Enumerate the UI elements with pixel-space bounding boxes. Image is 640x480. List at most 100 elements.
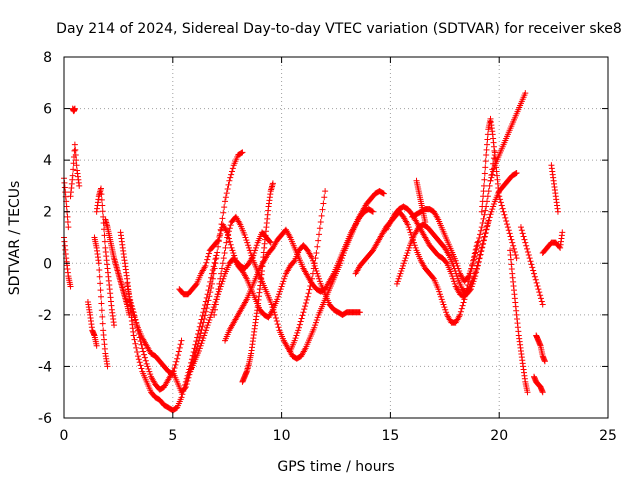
data-point [200, 319, 207, 326]
data-point [225, 228, 232, 235]
data-point [272, 311, 279, 318]
data-point [476, 255, 483, 262]
data-point [199, 337, 206, 344]
series-t11 [126, 296, 185, 378]
data-point [99, 313, 106, 320]
series-t1 [61, 234, 74, 290]
data-point [176, 344, 183, 351]
data-point [227, 174, 234, 181]
data-point [301, 306, 308, 313]
data-point [71, 141, 78, 148]
data-point [268, 301, 275, 308]
data-point [498, 202, 505, 209]
data-point [442, 306, 449, 313]
data-point [317, 219, 324, 226]
data-point [219, 260, 226, 267]
data-point [307, 282, 314, 289]
data-point [394, 278, 401, 285]
x-tick-label: 20 [490, 428, 508, 444]
data-point [393, 280, 400, 287]
data-point [206, 317, 213, 324]
y-tick-label: 0 [43, 256, 52, 272]
data-point [192, 281, 199, 288]
data-point [201, 305, 208, 312]
y-tick-label: 8 [43, 50, 52, 66]
data-point [441, 304, 448, 311]
data-point [266, 238, 273, 245]
y-tick-label: -6 [38, 411, 52, 427]
data-point [203, 324, 210, 331]
data-point [267, 239, 274, 246]
data-point [211, 265, 218, 272]
data-point [490, 200, 497, 207]
data-point [522, 90, 529, 97]
data-point [435, 286, 442, 293]
series-t23 [478, 115, 520, 262]
data-point [506, 230, 513, 237]
data-point [404, 249, 411, 256]
data-point [253, 242, 260, 249]
data-point [312, 319, 319, 326]
data-point [215, 286, 222, 293]
data-point [128, 302, 135, 309]
data-point [316, 231, 323, 238]
data-point [226, 177, 233, 184]
series-t18 [352, 208, 481, 326]
data-point [224, 234, 231, 241]
data-point [215, 237, 222, 244]
y-tick-label: 6 [43, 102, 52, 118]
data-point [134, 353, 141, 360]
data-point [480, 237, 487, 244]
data-point [534, 282, 541, 289]
data-point [269, 304, 276, 311]
data-point [406, 244, 413, 251]
data-point [477, 231, 484, 238]
data-point [95, 260, 102, 267]
data-point [396, 273, 403, 280]
data-point [129, 308, 136, 315]
data-point [319, 206, 326, 213]
data-point [228, 244, 235, 251]
data-point [451, 280, 458, 287]
data-point [64, 219, 71, 226]
data-point [507, 233, 514, 240]
data-point [274, 321, 281, 328]
data-point [147, 371, 154, 378]
data-point [316, 225, 323, 232]
series-t3 [69, 105, 78, 115]
data-point [220, 255, 227, 262]
data-point [524, 389, 531, 396]
data-point [296, 321, 303, 328]
data-point [201, 332, 208, 339]
data-point [304, 293, 311, 300]
data-point [397, 270, 404, 277]
y-tick-label: -4 [38, 359, 52, 375]
data-point [244, 239, 251, 246]
data-point [470, 256, 477, 263]
data-point [458, 305, 465, 312]
data-point [72, 151, 79, 158]
series-t15 [222, 206, 376, 344]
data-point [198, 326, 205, 333]
data-point [247, 249, 254, 256]
data-point [211, 311, 218, 318]
data-point [300, 309, 307, 316]
data-point [468, 283, 475, 290]
data-point [278, 283, 285, 290]
data-point [132, 317, 139, 324]
data-point [269, 180, 276, 187]
data-point [533, 279, 540, 286]
data-point [133, 319, 140, 326]
data-point [273, 318, 280, 325]
data-point [398, 268, 405, 275]
data-point [212, 306, 219, 313]
data-point [226, 225, 233, 232]
data-point [318, 212, 325, 219]
data-point [245, 242, 252, 249]
data-point [178, 337, 185, 344]
data-point [404, 221, 411, 228]
data-point [480, 182, 487, 189]
data-point [479, 198, 486, 205]
data-point [183, 380, 190, 387]
chart-title: Day 214 of 2024, Sidereal Day-to-day VTE… [56, 21, 622, 37]
